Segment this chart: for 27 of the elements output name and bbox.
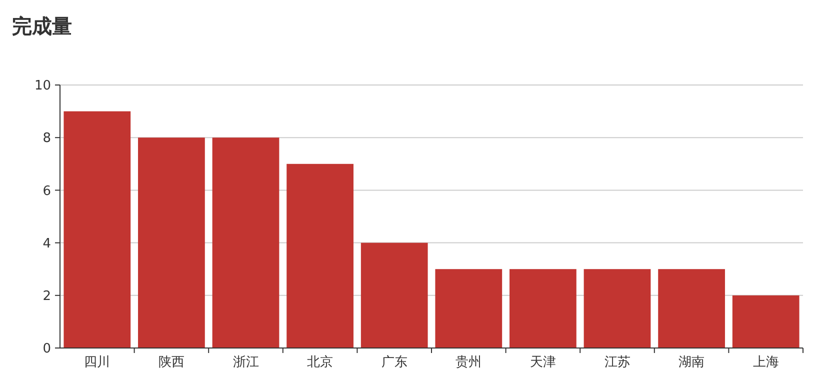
y-tick-label: 4 xyxy=(42,236,51,252)
bar xyxy=(212,138,280,348)
x-tick-label: 四川 xyxy=(84,355,110,370)
bar xyxy=(732,295,800,348)
bar xyxy=(286,164,354,348)
x-tick-label: 广东 xyxy=(381,355,408,370)
x-tick-label: 湖南 xyxy=(678,355,705,370)
bar xyxy=(658,269,725,348)
bar xyxy=(138,138,205,348)
y-tick-label: 2 xyxy=(42,288,51,304)
y-tick-label: 6 xyxy=(42,184,51,199)
x-tick-label: 北京 xyxy=(307,355,334,370)
x-tick-label: 陕西 xyxy=(158,355,184,370)
y-tick-label: 0 xyxy=(42,342,51,357)
chart-title: 完成量 xyxy=(12,14,72,38)
x-tick-label: 浙江 xyxy=(232,355,259,370)
y-tick-label: 8 xyxy=(42,131,51,146)
x-tick-label: 江苏 xyxy=(604,355,630,370)
bar xyxy=(360,242,428,348)
x-tick-label: 贵州 xyxy=(456,355,482,370)
bar xyxy=(435,269,502,348)
bar xyxy=(510,269,576,348)
y-tick-label: 10 xyxy=(34,78,51,94)
x-tick-label: 天津 xyxy=(530,355,556,370)
bar xyxy=(64,111,131,348)
bar xyxy=(584,269,651,348)
x-tick-label: 上海 xyxy=(752,355,779,370)
